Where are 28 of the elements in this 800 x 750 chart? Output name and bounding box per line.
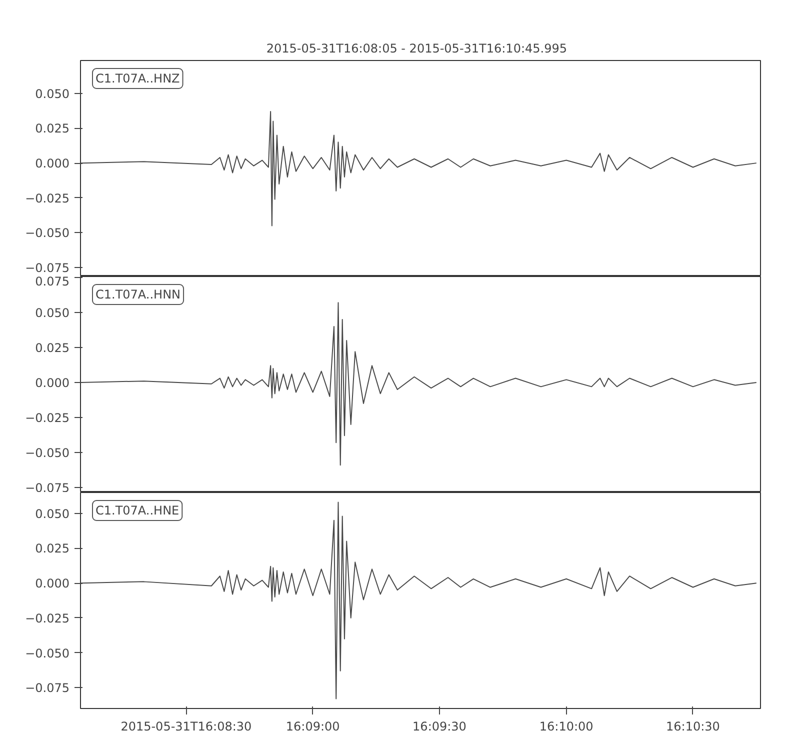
y-tick-label: −0.075 <box>25 681 70 696</box>
y-tick-label: 0.000 <box>35 156 70 171</box>
y-tick-label: 0.050 <box>35 86 70 101</box>
y-tick-label: −0.025 <box>25 611 70 626</box>
y-tick-label: 0.000 <box>35 576 70 591</box>
y-tick-label: −0.050 <box>25 226 70 240</box>
x-tick-label: 16:09:30 <box>412 720 466 734</box>
y-tick-label: −0.075 <box>25 480 70 495</box>
y-tick-label: −0.050 <box>25 646 70 660</box>
y-tick-label: 0.025 <box>35 340 70 355</box>
annotation: C1.T07A..HNN <box>96 288 181 302</box>
annotation: C1.T07A..HNE <box>96 504 180 518</box>
x-tick-label: 16:10:30 <box>666 720 720 734</box>
y-tick-label: 0.025 <box>35 122 70 136</box>
y-tick-label: 0.050 <box>35 506 70 521</box>
x-tick-label: 16:09:00 <box>286 720 340 734</box>
chart-title: 2015-05-31T16:08:05 - 2015-05-31T16:10:45.995 <box>266 42 567 56</box>
y-tick-label: −0.025 <box>25 191 70 206</box>
y-tick-label: −0.050 <box>25 446 70 460</box>
x-tick-label: 16:10:00 <box>539 720 594 734</box>
y-tick-label: 0.025 <box>35 542 70 556</box>
y-tick-label: 0.050 <box>35 306 70 320</box>
y-tick-label: −0.025 <box>25 410 70 425</box>
y-tick-label: −0.075 <box>25 261 70 276</box>
annotation: C1.T07A..HNZ <box>96 72 180 86</box>
y-tick-label: 0.075 <box>35 274 70 288</box>
y-tick-label: 0.000 <box>35 376 70 390</box>
x-tick-label: 2015-05-31T16:08:30 <box>120 720 252 734</box>
